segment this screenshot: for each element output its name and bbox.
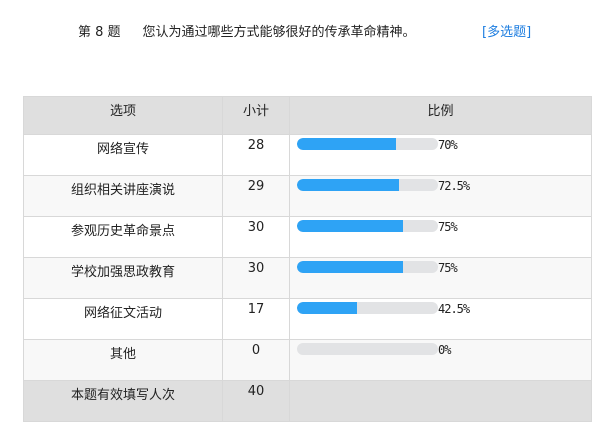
table-row: 网络宣传 28 70% <box>23 134 592 176</box>
header-option: 选项 <box>23 96 223 135</box>
option-count: 17 <box>222 298 290 340</box>
question-type: [多选题] <box>482 25 532 40</box>
option-count: 0 <box>222 339 290 381</box>
table-row: 学校加强思政教育 30 75% <box>23 257 592 299</box>
table-row: 其他 0 0% <box>23 339 592 381</box>
progress-fill <box>297 137 396 150</box>
option-label: 其他 <box>23 339 223 381</box>
header-percent: 比例 <box>289 96 592 135</box>
progress-bar <box>297 137 438 150</box>
option-count: 30 <box>222 257 290 299</box>
table-row: 参观历史革命景点 30 75% <box>23 216 592 258</box>
option-label: 网络宣传 <box>23 134 223 176</box>
progress-bar <box>297 260 438 273</box>
question-title: 第 8 题 您认为通过哪些方式能够很好的传承革命精神。 [多选题] <box>78 21 531 40</box>
progress-fill <box>297 260 403 273</box>
total-row: 本题有效填写人次 40 <box>23 380 592 422</box>
option-percent: 72.5% <box>438 179 470 193</box>
option-label: 网络征文活动 <box>23 298 223 340</box>
option-percent: 70% <box>438 138 458 152</box>
table-row: 组织相关讲座演说 29 72.5% <box>23 175 592 217</box>
percent-cell: 75% <box>289 216 592 258</box>
option-count: 30 <box>222 216 290 258</box>
option-label: 学校加强思政教育 <box>23 257 223 299</box>
progress-bar <box>297 178 438 191</box>
percent-cell: 72.5% <box>289 175 592 217</box>
total-label: 本题有效填写人次 <box>23 380 223 422</box>
progress-fill <box>297 178 400 191</box>
percent-cell: 75% <box>289 257 592 299</box>
option-percent: 75% <box>438 261 458 275</box>
progress-bar <box>297 342 438 355</box>
progress-fill <box>297 301 357 314</box>
progress-fill <box>297 219 403 232</box>
table-header: 选项 小计 比例 <box>23 96 592 135</box>
percent-cell: 42.5% <box>289 298 592 340</box>
percent-cell: 0% <box>289 339 592 381</box>
option-count: 29 <box>222 175 290 217</box>
header-count: 小计 <box>222 96 290 135</box>
option-percent: 0% <box>438 343 451 357</box>
table-row: 网络征文活动 17 42.5% <box>23 298 592 340</box>
question-number: 第 8 题 <box>78 25 121 40</box>
option-label: 参观历史革命景点 <box>23 216 223 258</box>
results-table: 选项 小计 比例 网络宣传 28 70% 组织相关讲座演说 29 72.5% 参观历… <box>23 96 592 422</box>
option-percent: 42.5% <box>438 302 470 316</box>
option-count: 28 <box>222 134 290 176</box>
progress-bar <box>297 301 438 314</box>
question-text: 您认为通过哪些方式能够很好的传承革命精神。 <box>142 25 416 40</box>
total-count: 40 <box>222 380 290 422</box>
total-empty <box>289 380 592 422</box>
option-label: 组织相关讲座演说 <box>23 175 223 217</box>
option-percent: 75% <box>438 220 458 234</box>
percent-cell: 70% <box>289 134 592 176</box>
progress-bar <box>297 219 438 232</box>
